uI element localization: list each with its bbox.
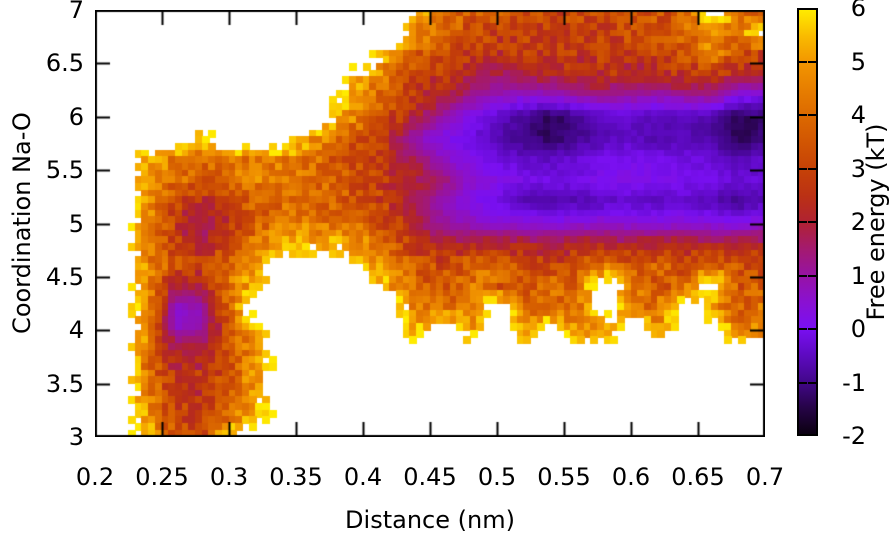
y-tick-label: 5.5 [45, 156, 84, 185]
x-tick-label: 0.55 [537, 463, 591, 491]
x-tick-label: 0.3 [209, 463, 249, 491]
colorbar-tick [799, 381, 807, 384]
colorbar-tick [799, 167, 807, 170]
y-tick-label: 6.5 [45, 49, 84, 78]
x-tick-label: 0.6 [611, 463, 651, 491]
colorbar-tick-label: 2 [850, 208, 866, 236]
colorbar-tick-label: 1 [850, 261, 866, 290]
x-tick-label: 0.65 [671, 463, 725, 491]
x-tick-label: 0.2 [75, 463, 115, 491]
colorbar-tick-label: 5 [850, 47, 866, 76]
colorbar-tick [799, 221, 807, 223]
y-axis-title: Coordination Na-O [8, 112, 36, 334]
y-tick-label: 4.5 [45, 262, 84, 291]
colorbar-tick [808, 381, 816, 384]
x-tick-label: 0.25 [135, 463, 189, 491]
x-tick-label: 0.4 [343, 463, 383, 491]
x-tick-label: 0.5 [477, 463, 517, 491]
colorbar-tick-label: 6 [850, 0, 866, 22]
x-tick-label: 0.45 [403, 463, 457, 491]
colorbar-tick [799, 328, 807, 330]
colorbar-tick [808, 328, 816, 330]
colorbar-tick [808, 114, 816, 116]
colorbar-tick [808, 274, 816, 277]
colorbar-tick [808, 221, 816, 223]
y-tick-label: 6 [68, 102, 84, 131]
colorbar-tick-label: 0 [850, 315, 866, 343]
colorbar-tick-label: 3 [850, 154, 866, 183]
y-tick-label: 7 [68, 0, 84, 24]
y-tick-label: 5 [68, 209, 84, 238]
heatmap-plot-canvas [95, 10, 765, 437]
colorbar-tick-label: -2 [842, 422, 866, 450]
colorbar-tick [808, 167, 816, 170]
x-axis-title: Distance (nm) [345, 506, 515, 534]
y-tick-label: 4 [68, 316, 84, 345]
colorbar-tick [799, 114, 807, 116]
colorbar-tick [799, 60, 807, 63]
colorbar-tick-label: -1 [842, 368, 866, 397]
colorbar-tick-label: 4 [850, 101, 866, 129]
y-tick-label: 3.5 [45, 369, 84, 398]
colorbar-tick [799, 274, 807, 277]
colorbar-title: Free energy (kT) [862, 123, 890, 321]
x-tick-label: 0.35 [269, 463, 323, 491]
x-tick-label: 0.7 [745, 463, 785, 491]
y-tick-label: 3 [68, 423, 84, 451]
colorbar-tick [808, 60, 816, 63]
